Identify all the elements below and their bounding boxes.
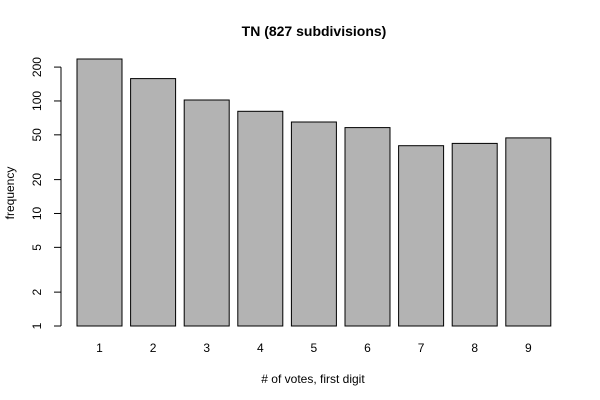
y-tick-label: 1 [30, 322, 44, 329]
y-axis-label: frequency [3, 167, 17, 220]
y-tick-label: 5 [30, 244, 44, 251]
y-axis: 1 2 5 10 20 50 100 200 [30, 57, 62, 329]
x-tick-label: 3 [203, 341, 210, 355]
y-tick-label: 20 [30, 173, 44, 187]
bar-digit-5 [290, 121, 337, 327]
y-tick-label: 2 [30, 288, 44, 295]
bar-digit-7 [398, 145, 445, 327]
y-tick-label: 10 [30, 206, 44, 220]
x-tick-label: 7 [418, 341, 425, 355]
x-tick-label: 2 [150, 341, 157, 355]
x-tick-label: 6 [364, 341, 371, 355]
bar-digit-8 [451, 142, 498, 327]
bar-digit-2 [130, 78, 177, 327]
y-tick-label: 200 [30, 57, 44, 77]
y-tick-label: 50 [30, 128, 44, 142]
x-tick-label: 4 [257, 341, 264, 355]
bar-digit-3 [183, 99, 230, 327]
y-tick-label: 100 [30, 91, 44, 111]
x-axis-label: # of votes, first digit [261, 372, 365, 386]
x-tick-label: 9 [525, 341, 532, 355]
chart-title: TN (827 subdivisions) [242, 23, 387, 39]
x-tick-label: 5 [311, 341, 318, 355]
x-tick-label: 8 [471, 341, 478, 355]
bar-digit-4 [237, 110, 284, 327]
x-tick-label: 1 [96, 341, 103, 355]
bars-group [76, 58, 552, 327]
bar-digit-1 [76, 58, 123, 327]
bar-digit-9 [505, 137, 552, 327]
x-tick-labels: 1 2 3 4 5 6 7 8 9 [96, 341, 532, 355]
bar-digit-6 [344, 127, 391, 327]
